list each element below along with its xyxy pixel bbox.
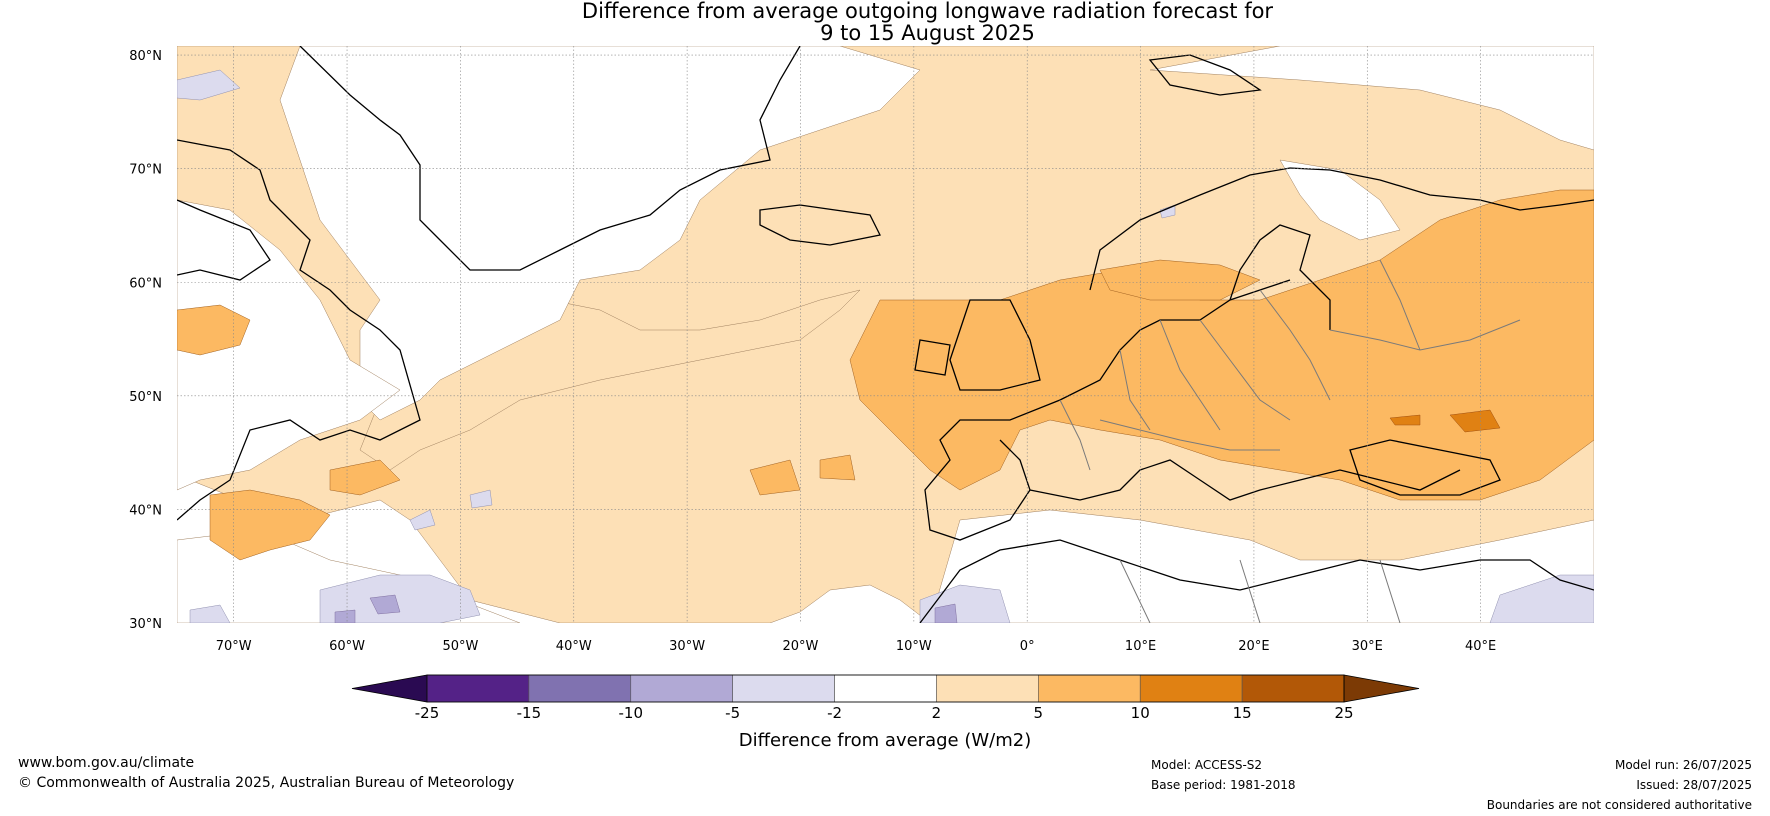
latitude-tick-label: 70°N [129, 163, 162, 178]
colorbar-tick-labels: -25 -15 -10 -5 -2 2 5 10 15 25 [415, 704, 1354, 722]
colorbar-segment [1139, 674, 1243, 703]
colorbar-tick-label: -2 [827, 704, 842, 722]
anomaly-region-minus-2-to-5-arctic [177, 69, 1176, 219]
colorbar-tick-label: 15 [1233, 704, 1252, 722]
black-sea-coast [1349, 439, 1501, 496]
hudson-bay-coast [177, 199, 271, 281]
longitude-tick-label: 30°W [669, 639, 705, 654]
iceland-coast [759, 204, 881, 246]
model-run-date: Model run: 26/07/2025 [1614, 758, 1752, 772]
anomaly-region-minus-5-to-10-subtropical [334, 594, 958, 623]
longitude-tick-label: 40°W [556, 639, 592, 654]
colorbar-extension-low [351, 674, 428, 703]
baltic-coast [1229, 224, 1331, 330]
coastlines [177, 46, 1594, 623]
longitude-tick-label: 70°W [216, 639, 252, 654]
longitude-tick-label: 40°E [1465, 639, 1496, 654]
colorbar-tick-label: -15 [517, 704, 542, 722]
boundaries-disclaimer: Boundaries are not considered authoritat… [1486, 798, 1752, 812]
north-america-coast [177, 139, 421, 521]
anomaly-region-5-to-10-norway [1099, 259, 1261, 301]
colorbar-tick-label: -25 [415, 704, 440, 722]
latitude-tick-label: 40°N [129, 503, 162, 518]
neutral-region-north-atlantic [279, 46, 921, 421]
map-title-line-1: Difference from average outgoing longwav… [581, 0, 1274, 23]
colorbar-tick-label: -5 [725, 704, 740, 722]
colorbar-segment [936, 674, 1039, 703]
europe-coast [924, 279, 1291, 541]
colorbar-tick-label: 25 [1334, 704, 1353, 722]
longitude-tick-label: 50°W [442, 639, 478, 654]
website-link[interactable]: www.bom.gov.au/climate [18, 755, 195, 771]
latitude-tick-label: 30°N [129, 617, 162, 632]
longitude-tick-label: 20°W [783, 639, 819, 654]
border-lines-europe [1059, 259, 1521, 623]
base-period: Base period: 1981-2018 [1151, 778, 1296, 792]
longitude-tick-label: 10°E [1125, 639, 1156, 654]
colorbar-tick-label: 5 [1034, 704, 1044, 722]
colorbar-outline [426, 674, 1345, 703]
longitude-tick-label: 20°E [1238, 639, 1269, 654]
colorbar-tick-label: 10 [1131, 704, 1150, 722]
neutral-region-arctic-east [1149, 46, 1594, 151]
neutral-region-labrador [177, 199, 401, 491]
colorbar-extension-high [1343, 674, 1420, 703]
latitude-tick-label: 80°N [129, 49, 162, 64]
anomaly-region-5-to-10-mid-atlantic [329, 454, 856, 496]
anomaly-region-minus-2-to-5-subtropical [189, 489, 493, 623]
colorbar [351, 674, 1420, 703]
colorbar-tick-label: 2 [932, 704, 942, 722]
colorbar-segment [732, 674, 835, 703]
anomaly-region-5-to-10-west-atlantic [209, 489, 331, 561]
neutral-region-north-africa [929, 509, 1594, 623]
anomaly-region-minus-2-to-5-north-africa [919, 574, 1594, 623]
latitude-tick-label: 50°N [129, 390, 162, 405]
colorbar-label: Difference from average (W/m2) [739, 730, 1031, 751]
longitude-tick-label: 10°W [896, 639, 932, 654]
neutral-region-scandinavia [1279, 159, 1401, 241]
uk-coast [914, 299, 1041, 391]
colorbar-segment [834, 674, 937, 703]
anomaly-region-5-to-10-newfoundland [177, 304, 251, 356]
latitude-labels: 30°N 40°N 50°N 60°N 70°N 80°N [129, 49, 162, 632]
country-borders [1059, 259, 1521, 623]
longitude-tick-label: 30°E [1352, 639, 1383, 654]
colorbar-tick-label: -10 [619, 704, 644, 722]
mediterranean-coast [1029, 459, 1461, 501]
scandinavia-coast [1089, 167, 1594, 291]
latitude-tick-label: 60°N [129, 276, 162, 291]
longitude-labels: 70°W 60°W 50°W 40°W 30°W 20°W 10°W 0° 10°E 20°E 30… [216, 639, 1497, 654]
greenland-coast [299, 46, 801, 271]
north-africa-coast [919, 539, 1594, 623]
map-title-line-2: 9 to 15 August 2025 [820, 21, 1035, 45]
graticule [177, 46, 1594, 623]
anomaly-region-10-to-15-caspian [1389, 409, 1501, 433]
colorbar-segment [528, 674, 632, 703]
map-frame [177, 46, 1594, 623]
longitude-tick-label: 0° [1020, 639, 1035, 654]
longitude-tick-label: 60°W [329, 639, 365, 654]
colorbar-segment [426, 674, 530, 703]
anomaly-fields [177, 46, 1594, 623]
colorbar-segment [630, 674, 733, 703]
copyright-text: © Commonwealth of Australia 2025, Austra… [18, 775, 515, 791]
issued-date: Issued: 28/07/2025 [1636, 778, 1752, 792]
colorbar-segment [1038, 674, 1141, 703]
model-name: Model: ACCESS-S2 [1151, 758, 1263, 772]
colorbar-segment [1241, 674, 1345, 703]
